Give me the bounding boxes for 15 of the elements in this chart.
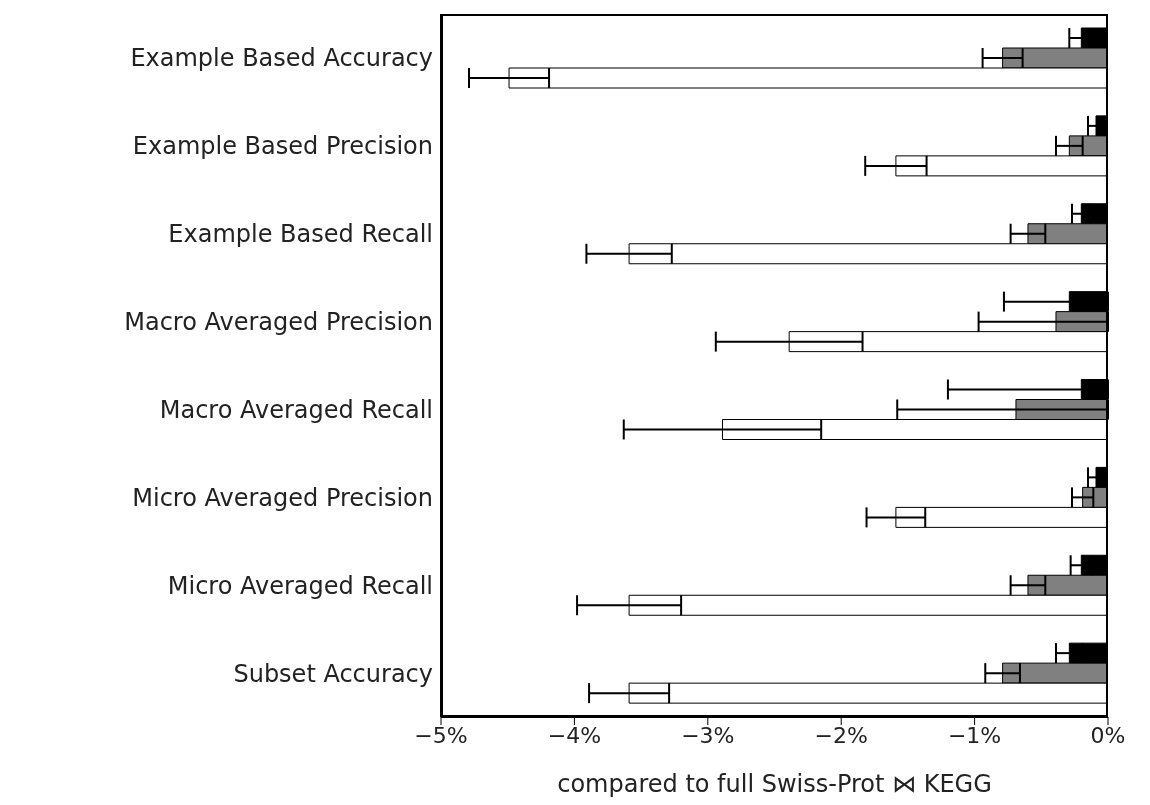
x-tick-label: −3% xyxy=(681,722,735,748)
x-tick-label: −1% xyxy=(947,722,1002,748)
y-tick-label: Micro Averaged Recall xyxy=(167,571,433,600)
y-tick-label: Example Based Accuracy xyxy=(130,44,433,73)
y-tick-label: Micro Averaged Precision xyxy=(132,483,433,512)
y-tick-label: Macro Averaged Precision xyxy=(124,308,433,337)
y-tick-label: Subset Accuracy xyxy=(233,659,433,688)
x-axis-title: compared to full Swiss-Prot ⋈ KEGG xyxy=(557,770,992,798)
y-tick-label: Example Based Recall xyxy=(168,220,433,249)
x-tick-label: −5% xyxy=(414,722,468,748)
x-tick-label: −4% xyxy=(547,722,602,748)
x-tick-label: 0% xyxy=(1090,722,1126,748)
y-tick-label: Macro Averaged Recall xyxy=(159,395,433,424)
y-tick-label: Example Based Precision xyxy=(132,132,433,161)
x-tick-label: −2% xyxy=(814,722,868,748)
